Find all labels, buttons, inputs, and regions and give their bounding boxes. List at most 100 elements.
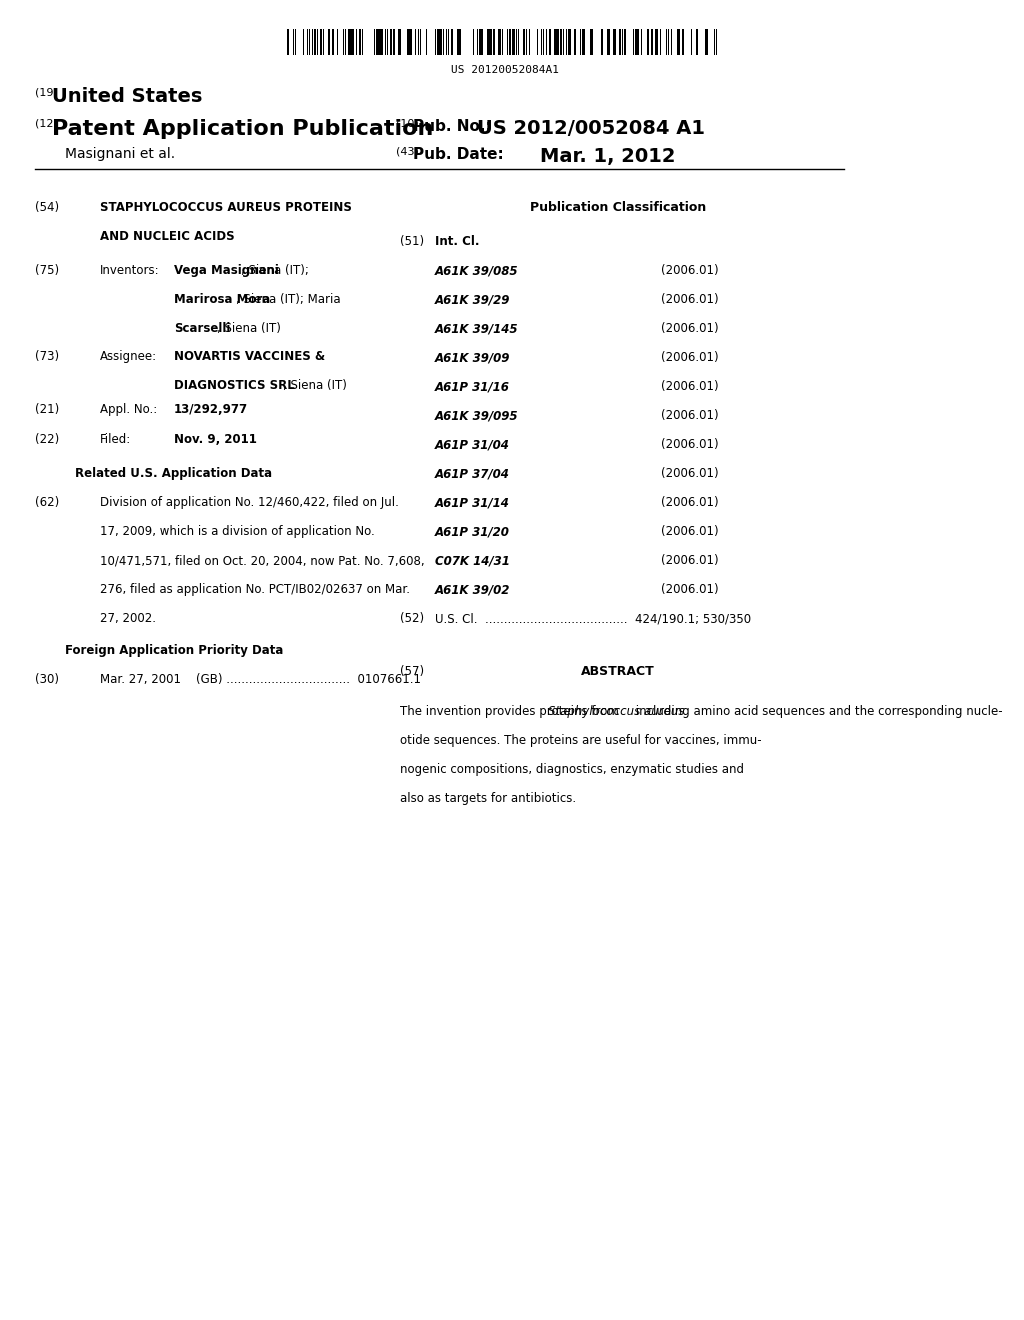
- Text: (10): (10): [396, 119, 419, 129]
- Text: , Siena (IT);: , Siena (IT);: [241, 264, 309, 277]
- Bar: [671, 29, 673, 55]
- Text: Marirosa Mora: Marirosa Mora: [174, 293, 270, 306]
- Bar: [677, 29, 679, 55]
- Bar: [393, 29, 395, 55]
- Bar: [287, 29, 289, 55]
- Text: Assignee:: Assignee:: [100, 350, 158, 363]
- Bar: [473, 29, 474, 55]
- Text: (12): (12): [35, 119, 57, 129]
- Bar: [591, 29, 593, 55]
- Bar: [607, 29, 608, 55]
- Text: A61K 39/29: A61K 39/29: [435, 293, 511, 306]
- Bar: [668, 29, 670, 55]
- Text: Mar. 1, 2012: Mar. 1, 2012: [540, 147, 675, 165]
- Text: Foreign Application Priority Data: Foreign Application Priority Data: [65, 644, 284, 657]
- Text: 13/292,977: 13/292,977: [174, 403, 248, 416]
- Text: US 2012/0052084 A1: US 2012/0052084 A1: [477, 119, 705, 137]
- Bar: [399, 29, 401, 55]
- Text: (52): (52): [400, 612, 424, 626]
- Bar: [328, 29, 330, 55]
- Text: 10/471,571, filed on Oct. 20, 2004, now Pat. No. 7,608,: 10/471,571, filed on Oct. 20, 2004, now …: [100, 554, 425, 568]
- Text: 27, 2002.: 27, 2002.: [100, 612, 156, 626]
- Bar: [613, 29, 614, 55]
- Text: A61K 39/02: A61K 39/02: [435, 583, 511, 597]
- Text: (43): (43): [396, 147, 419, 157]
- Text: Appl. No.:: Appl. No.:: [100, 403, 158, 416]
- Text: Filed:: Filed:: [100, 433, 131, 446]
- Text: The invention provides proteins from: The invention provides proteins from: [400, 705, 623, 718]
- Text: (2006.01): (2006.01): [662, 380, 719, 393]
- Text: otide sequences. The proteins are useful for vaccines, immu-: otide sequences. The proteins are useful…: [400, 734, 762, 747]
- Bar: [348, 29, 349, 55]
- Bar: [620, 29, 621, 55]
- Text: (2006.01): (2006.01): [662, 409, 719, 422]
- Text: A61P 31/16: A61P 31/16: [435, 380, 510, 393]
- Text: (2006.01): (2006.01): [662, 322, 719, 335]
- Text: Nov. 9, 2011: Nov. 9, 2011: [174, 433, 257, 446]
- Text: NOVARTIS VACCINES &: NOVARTIS VACCINES &: [174, 350, 326, 363]
- Bar: [378, 29, 379, 55]
- Text: Int. Cl.: Int. Cl.: [435, 235, 479, 248]
- Text: , Siena (IT); Maria: , Siena (IT); Maria: [237, 293, 341, 306]
- Text: Mar. 27, 2001    (GB) .................................  0107661.1: Mar. 27, 2001 (GB) .....................…: [100, 673, 421, 686]
- Bar: [512, 29, 513, 55]
- Bar: [408, 29, 409, 55]
- Text: (30): (30): [35, 673, 58, 686]
- Text: A61P 31/20: A61P 31/20: [435, 525, 510, 539]
- Bar: [679, 29, 680, 55]
- Text: also as targets for antibiotics.: also as targets for antibiotics.: [400, 792, 577, 805]
- Bar: [569, 29, 571, 55]
- Bar: [379, 29, 381, 55]
- Text: (73): (73): [35, 350, 59, 363]
- Text: (21): (21): [35, 403, 59, 416]
- Bar: [584, 29, 585, 55]
- Bar: [493, 29, 495, 55]
- Text: (2006.01): (2006.01): [662, 467, 719, 480]
- Bar: [333, 29, 334, 55]
- Text: A61K 39/145: A61K 39/145: [435, 322, 518, 335]
- Text: (2006.01): (2006.01): [662, 554, 719, 568]
- Text: STAPHYLOCOCCUS AUREUS PROTEINS: STAPHYLOCOCCUS AUREUS PROTEINS: [100, 201, 352, 214]
- Text: United States: United States: [52, 87, 203, 106]
- Bar: [488, 29, 489, 55]
- Bar: [525, 29, 527, 55]
- Text: (2006.01): (2006.01): [662, 293, 719, 306]
- Bar: [637, 29, 638, 55]
- Text: (54): (54): [35, 201, 59, 214]
- Text: AND NUCLEIC ACIDS: AND NUCLEIC ACIDS: [100, 230, 234, 243]
- Bar: [624, 29, 626, 55]
- Bar: [376, 29, 378, 55]
- Bar: [440, 29, 441, 55]
- Bar: [601, 29, 602, 55]
- Text: (62): (62): [35, 496, 59, 510]
- Text: (22): (22): [35, 433, 59, 446]
- Text: 276, filed as application No. PCT/IB02/02637 on Mar.: 276, filed as application No. PCT/IB02/0…: [100, 583, 410, 597]
- Text: ABSTRACT: ABSTRACT: [581, 665, 654, 678]
- Text: A61K 39/095: A61K 39/095: [435, 409, 518, 422]
- Bar: [480, 29, 482, 55]
- Bar: [706, 29, 707, 55]
- Text: A61K 39/085: A61K 39/085: [435, 264, 518, 277]
- Bar: [555, 29, 557, 55]
- Bar: [479, 29, 480, 55]
- Text: Vega Masignani: Vega Masignani: [174, 264, 279, 277]
- Text: Staphylococcus aureus: Staphylococcus aureus: [549, 705, 685, 718]
- Bar: [411, 29, 412, 55]
- Bar: [655, 29, 656, 55]
- Bar: [513, 29, 515, 55]
- Text: US 20120052084A1: US 20120052084A1: [451, 65, 559, 75]
- Text: , Siena (IT): , Siena (IT): [217, 322, 281, 335]
- Bar: [349, 29, 351, 55]
- Bar: [351, 29, 352, 55]
- Bar: [560, 29, 561, 55]
- Text: DIAGNOSTICS SRL: DIAGNOSTICS SRL: [174, 379, 295, 392]
- Bar: [608, 29, 610, 55]
- Text: (57): (57): [400, 665, 424, 678]
- Text: Scarselli: Scarselli: [174, 322, 230, 335]
- Text: , Siena (IT): , Siena (IT): [283, 379, 347, 392]
- Text: (75): (75): [35, 264, 59, 277]
- Bar: [457, 29, 459, 55]
- Text: Patent Application Publication: Patent Application Publication: [52, 119, 433, 139]
- Text: (2006.01): (2006.01): [662, 351, 719, 364]
- Text: C07K 14/31: C07K 14/31: [435, 554, 510, 568]
